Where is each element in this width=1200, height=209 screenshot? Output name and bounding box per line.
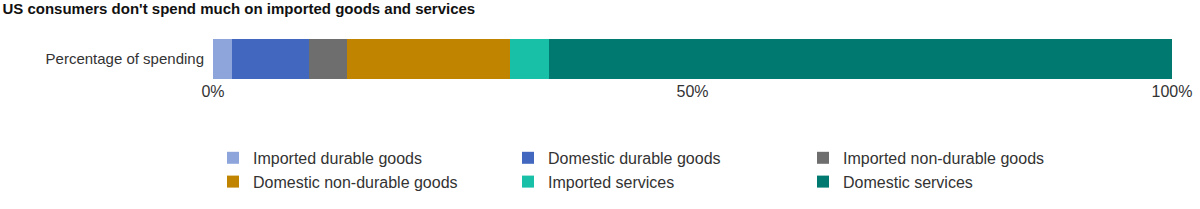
svg-text:Imported services: Imported services — [548, 174, 674, 191]
svg-text:50%: 50% — [676, 83, 708, 100]
svg-text:100%: 100% — [1152, 83, 1193, 100]
svg-text:Domestic services: Domestic services — [843, 174, 973, 191]
svg-text:Imported non-durable goods: Imported non-durable goods — [843, 150, 1044, 167]
svg-text:Imported durable goods: Imported durable goods — [253, 150, 422, 167]
svg-text:Percentage of spending: Percentage of spending — [46, 50, 204, 67]
svg-text:Domestic durable goods: Domestic durable goods — [548, 150, 721, 167]
svg-text:Domestic non-durable goods: Domestic non-durable goods — [253, 174, 458, 191]
svg-text:0%: 0% — [201, 83, 224, 100]
svg-text:US consumers don't spend much: US consumers don't spend much on importe… — [2, 0, 475, 17]
